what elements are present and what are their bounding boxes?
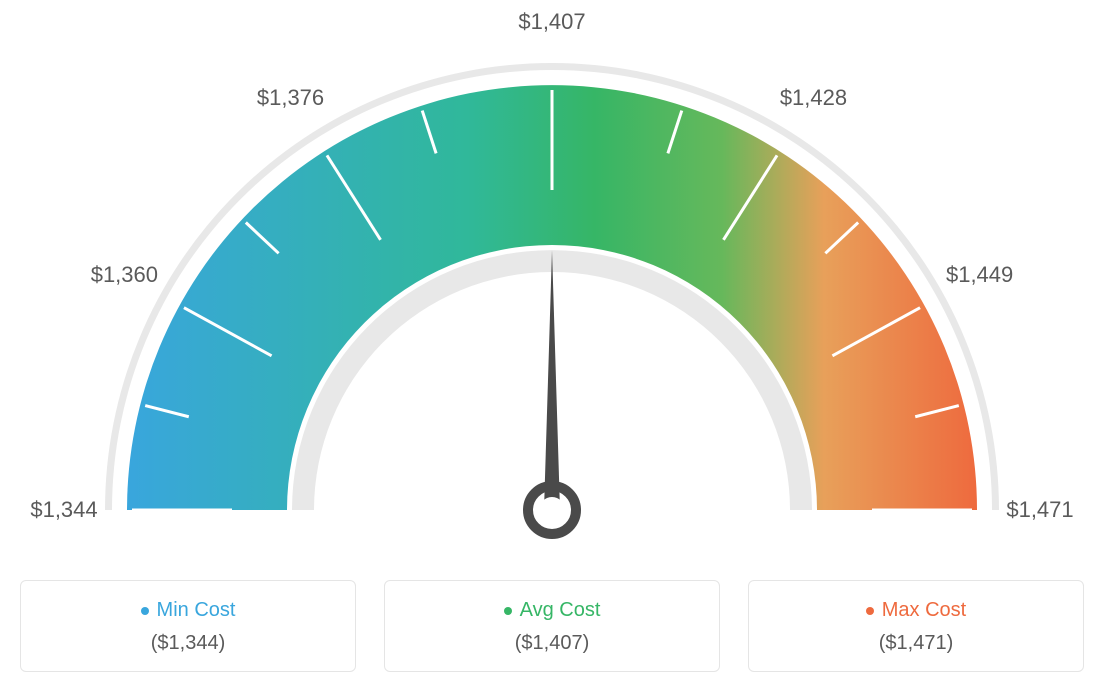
legend-card-min: Min Cost ($1,344) [20,580,356,672]
gauge-svg [20,20,1084,560]
legend-title-max: Max Cost [866,599,966,622]
gauge-tick-label: $1,344 [30,497,97,523]
gauge-tick-label: $1,471 [1006,497,1073,523]
legend-title-text: Min Cost [157,599,236,622]
legend-title-avg: Avg Cost [504,599,601,622]
legend-title-min: Min Cost [141,599,236,622]
legend-card-avg: Avg Cost ($1,407) [384,580,720,672]
gauge-tick-label: $1,428 [780,85,847,111]
gauge-tick-label: $1,449 [946,262,1013,288]
bullet-icon [141,607,149,615]
bullet-icon [866,607,874,615]
gauge-chart-container: $1,344$1,360$1,376$1,407$1,428$1,449$1,4… [20,20,1084,672]
gauge-tick-label: $1,360 [91,262,158,288]
gauge-tick-label: $1,407 [518,9,585,35]
legend-row: Min Cost ($1,344) Avg Cost ($1,407) Max … [20,580,1084,672]
bullet-icon [504,607,512,615]
legend-title-text: Max Cost [882,599,966,622]
legend-value-avg: ($1,407) [397,632,707,655]
legend-value-max: ($1,471) [761,632,1071,655]
legend-title-text: Avg Cost [520,599,601,622]
gauge-tick-label: $1,376 [257,85,324,111]
legend-value-min: ($1,344) [33,632,343,655]
legend-card-max: Max Cost ($1,471) [748,580,1084,672]
gauge-wrapper: $1,344$1,360$1,376$1,407$1,428$1,449$1,4… [20,20,1084,560]
